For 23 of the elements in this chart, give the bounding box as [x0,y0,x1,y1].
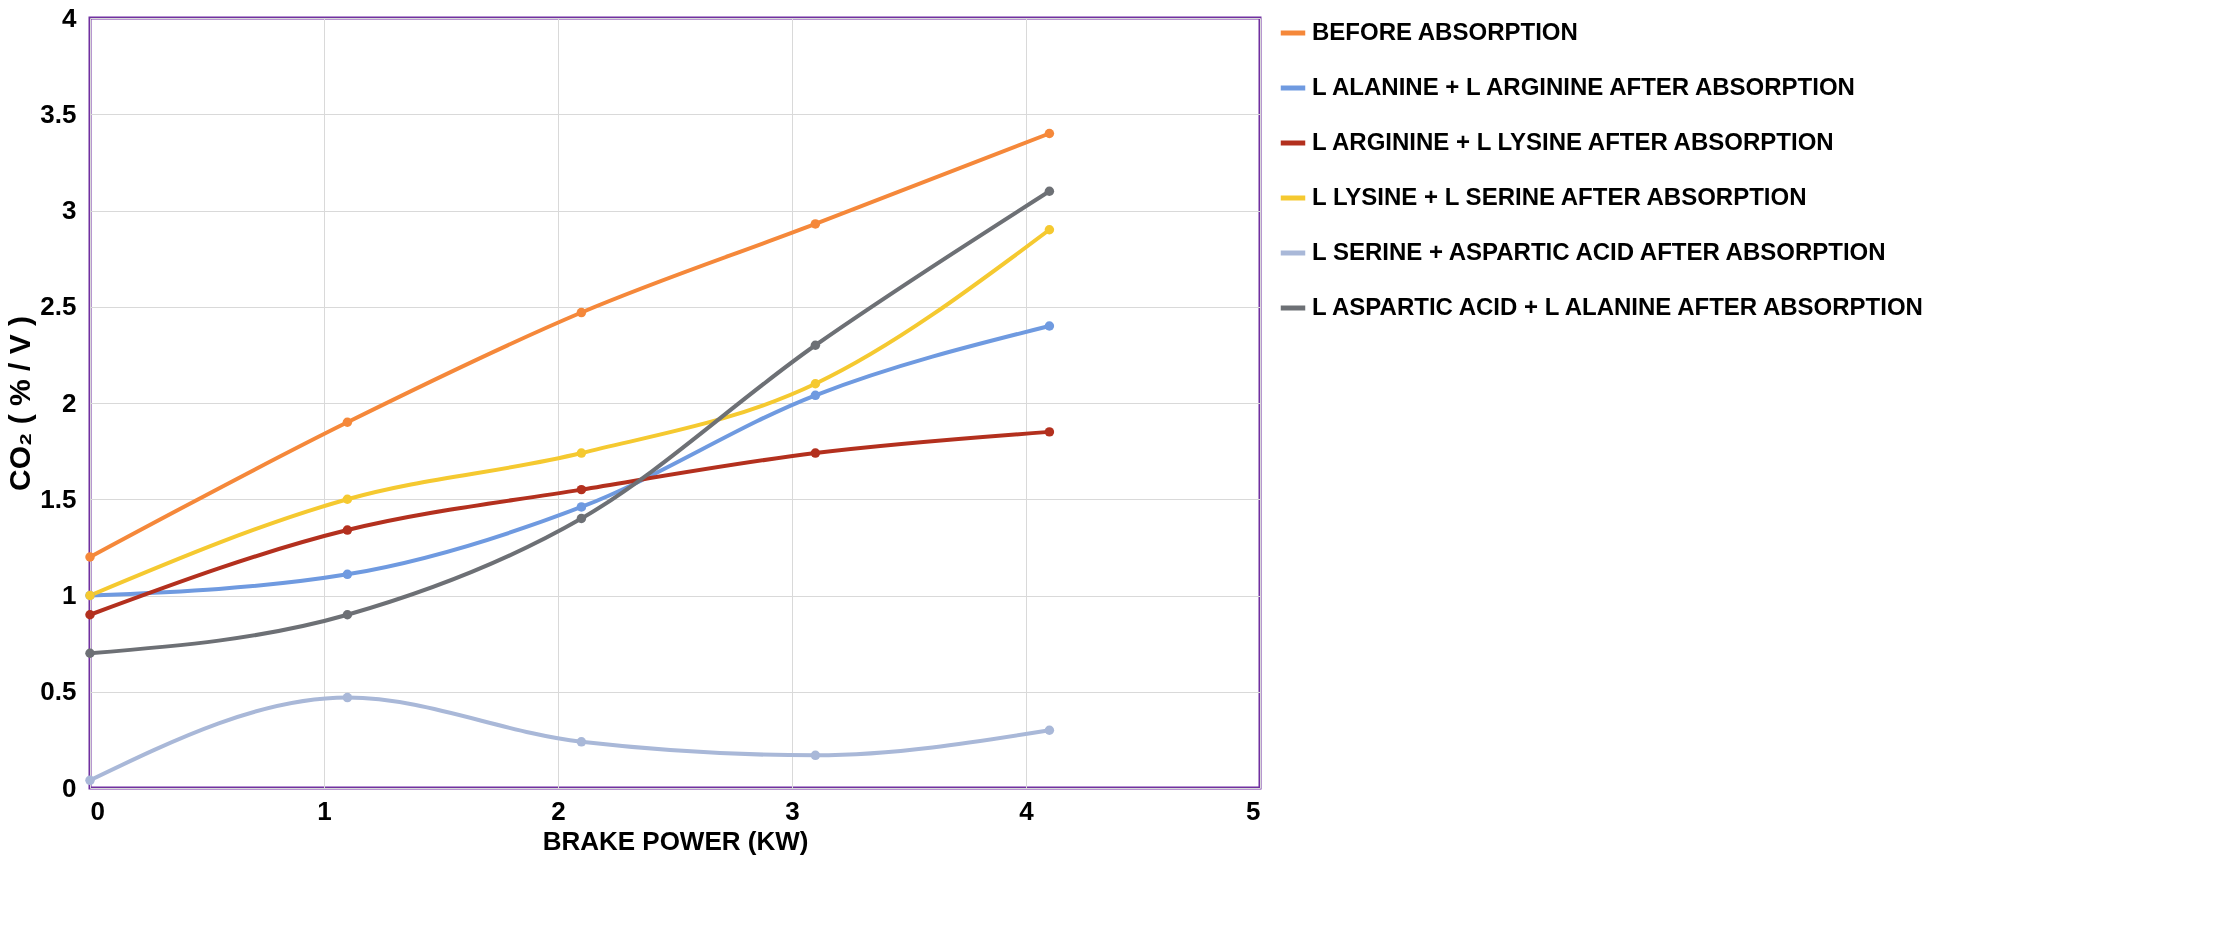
y-tick-label: 2.5 [40,291,77,322]
y-tick-label: 1 [62,580,77,610]
y-tick-label: 1.5 [40,483,77,514]
y-tick-label: 0.5 [40,676,77,707]
x-tick-label: 2 [551,795,566,826]
x-tick-label: 1 [317,795,332,826]
y-tick-label: 0 [62,772,77,803]
y-tick-label: 3 [62,195,77,225]
legend-label: L ASPARTIC ACID + L ALANINE AFTER ABSORPTION [1312,293,1923,320]
y-tick-label: 2 [62,387,77,418]
x-tick-label: 0 [90,795,105,826]
x-tick-label: 5 [1246,795,1261,826]
x-tick-label: 3 [785,795,800,826]
legend-label: L ARGININE + L LYSINE AFTER ABSORPTION [1312,128,1834,155]
x-axis-title: BRAKE POWER (KW) [542,825,809,856]
legend-label: L LYSINE + L SERINE AFTER ABSORPTION [1312,183,1807,210]
legend-label: BEFORE ABSORPTION [1312,18,1578,45]
y-axis-title: CO₂ ( % / V ) [3,315,37,492]
x-tick-label: 4 [1019,795,1035,826]
legend-label: L ALANINE + L ARGININE AFTER ABSORPTION [1312,73,1855,100]
legend-label: L SERINE + ASPARTIC ACID AFTER ABSORPTION [1312,238,1886,265]
y-tick-label: 4 [62,2,78,33]
y-tick-label: 3.5 [40,98,77,129]
